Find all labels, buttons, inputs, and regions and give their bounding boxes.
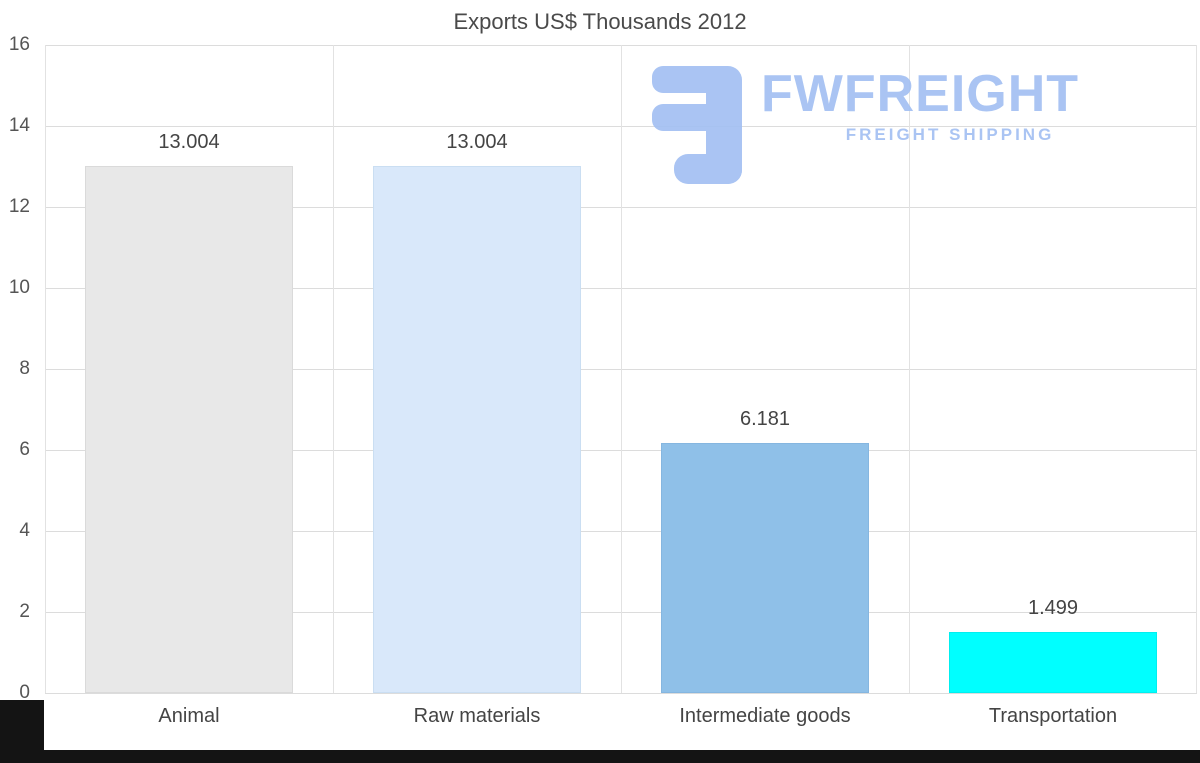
y-tick-label: 10 xyxy=(8,277,30,298)
bar-transportation xyxy=(949,632,1157,693)
bar-animal xyxy=(85,166,293,693)
bar-columns: 13.004 13.004 6.181 1.499 xyxy=(45,45,1197,693)
y-tick-label: 4 xyxy=(19,520,30,541)
h-gridline xyxy=(45,693,1197,694)
v-gridline xyxy=(1196,45,1197,693)
v-gridline xyxy=(909,45,910,693)
v-gridline xyxy=(333,45,334,693)
y-tick-label: 16 xyxy=(8,34,30,55)
plot-area: 13.004 13.004 6.181 1.499 xyxy=(45,45,1197,694)
x-axis-labels: Animal Raw materials Intermediate goods … xyxy=(45,705,1197,728)
y-tick-label: 0 xyxy=(19,682,30,703)
y-tick-label: 8 xyxy=(19,358,30,379)
bar-column-intermediate-goods: 6.181 xyxy=(621,45,909,693)
bar-raw-materials xyxy=(373,166,581,693)
bar-intermediate-goods xyxy=(661,442,869,693)
v-gridline xyxy=(45,45,46,693)
y-tick-label: 14 xyxy=(8,115,30,136)
x-axis-label-raw-materials: Raw materials xyxy=(413,705,541,727)
y-tick-label: 6 xyxy=(19,439,30,460)
bar-value-label: 13.004 xyxy=(446,131,508,154)
v-gridline xyxy=(621,45,622,693)
bar-column-raw-materials: 13.004 xyxy=(333,45,621,693)
y-tick-label: 2 xyxy=(19,601,30,622)
y-tick-label: 12 xyxy=(8,196,30,217)
bar-column-animal: 13.004 xyxy=(45,45,333,693)
chart-title: Exports US$ Thousands 2012 xyxy=(453,9,747,34)
y-axis: 0 2 4 6 8 10 12 14 16 xyxy=(0,34,38,703)
x-axis-label-intermediate-goods: Intermediate goods xyxy=(679,705,851,727)
bar-column-transportation: 1.499 xyxy=(909,45,1197,693)
x-axis-label-transportation: Transportation xyxy=(988,705,1118,727)
x-axis-label-animal: Animal xyxy=(158,705,220,727)
gridlines xyxy=(45,45,1197,694)
bar-value-label: 13.004 xyxy=(158,131,220,154)
bar-value-label: 6.181 xyxy=(739,407,791,430)
bar-value-label: 1.499 xyxy=(1027,597,1079,620)
page-footer-strip xyxy=(0,750,1200,763)
